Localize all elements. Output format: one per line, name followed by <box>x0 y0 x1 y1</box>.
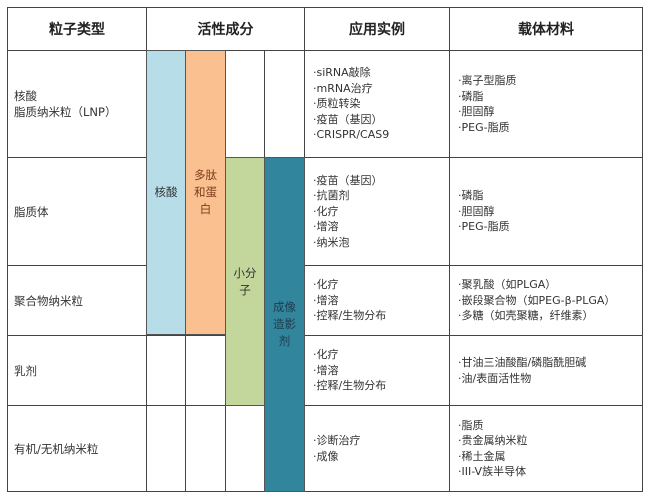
text-line: ·多糖（如壳聚糖，纤维素） <box>458 309 594 323</box>
application-cell: ·化疗 ·增溶 ·控释/生物分布 <box>304 265 450 336</box>
active-cell <box>225 50 265 158</box>
bar-small-molecule: 小分子 <box>225 157 265 406</box>
text-line: ·脂质 <box>458 418 484 432</box>
bar-label: 核酸 <box>154 185 178 199</box>
text-line: ·增溶 <box>313 220 339 234</box>
header-app: 应用实例 <box>304 7 450 51</box>
text-line: 脂质纳米粒（LNP） <box>14 105 117 119</box>
text-line: ·油/表面活性物 <box>458 371 532 385</box>
text-line: ·siRNA敲除 <box>313 66 371 80</box>
bar-label: 多肽和蛋白 <box>194 168 217 216</box>
carrier-cell: ·聚乳酸（如PLGA） ·嵌段聚合物（如PEG-β-PLGA） ·多糖（如壳聚糖，纤… <box>449 265 643 336</box>
text-line: ·抗菌剂 <box>313 189 350 203</box>
text-line: ·PEG-脂质 <box>458 220 510 234</box>
text-line: ·磷脂 <box>458 89 484 103</box>
text-line: ·磷脂 <box>458 189 484 203</box>
text-line: ·mRNA治疗 <box>313 81 373 95</box>
bar-label: 小分子 <box>233 265 257 297</box>
carrier-cell: ·脂质 ·贵金属纳米粒 ·稀土金属 ·III-V族半导体 <box>449 405 643 492</box>
active-cell <box>185 335 226 406</box>
text-line: ·增溶 <box>313 363 339 377</box>
text-line: ·纳米泡 <box>313 235 350 249</box>
text-line: 脂质体 <box>14 204 49 219</box>
application-cell: ·疫苗（基因） ·抗菌剂 ·化疗 ·增溶 ·纳米泡 <box>304 157 450 266</box>
bar-imaging-agent: 成像造影剂 <box>264 157 305 492</box>
text-line: ·贵金属纳米粒 <box>458 434 528 447</box>
text-line: ·稀土金属 <box>458 449 506 463</box>
bar-peptide-protein: 多肽和蛋白 <box>185 50 226 335</box>
active-cell <box>146 405 186 492</box>
active-cell <box>225 405 265 492</box>
header-type: 粒子类型 <box>7 7 147 51</box>
text-line: ·诊断治疗 <box>313 434 361 447</box>
text-line: ·控释/生物分布 <box>313 309 387 323</box>
text-line: ·PEG-脂质 <box>458 120 510 134</box>
text-line: ·胆固醇 <box>458 105 495 118</box>
active-cell <box>185 405 226 492</box>
text-line: ·质粒转染 <box>313 97 361 111</box>
particle-type-cell: 核酸脂质纳米粒（LNP） <box>7 50 147 158</box>
text-line: 有机/无机纳米粒 <box>14 441 99 456</box>
text-line: ·离子型脂质 <box>458 74 517 87</box>
carrier-cell: ·离子型脂质 ·磷脂 ·胆固醇 ·PEG-脂质 <box>449 50 643 158</box>
text-line: ·化疗 <box>313 348 339 362</box>
text-line: ·疫苗（基因） <box>313 173 383 187</box>
text-line: ·疫苗（基因） <box>313 112 383 126</box>
particle-type-cell: 乳剂 <box>7 335 147 406</box>
text-line: 核酸 <box>14 89 37 103</box>
text-line: ·控释/生物分布 <box>313 379 387 393</box>
header-carrier: 载体材料 <box>449 7 643 51</box>
header-active: 活性成分 <box>146 7 305 51</box>
text-line: ·化疗 <box>313 278 339 292</box>
text-line: ·CRISPR/CAS9 <box>313 128 390 142</box>
bar-nucleic-acid: 核酸 <box>146 50 186 335</box>
application-cell: ·化疗 ·增溶 ·控释/生物分布 <box>304 335 450 406</box>
active-cell <box>146 335 186 406</box>
application-cell: ·诊断治疗 ·成像 <box>304 405 450 492</box>
text-line: ·甘油三油酸酯/磷脂酰胆碱 <box>458 356 587 369</box>
carrier-cell: ·甘油三油酸酯/磷脂酰胆碱 ·油/表面活性物 <box>449 335 643 406</box>
bar-label: 成像造影剂 <box>273 300 296 348</box>
text-line: ·聚乳酸（如PLGA） <box>458 278 557 292</box>
text-line: ·嵌段聚合物（如PEG-β-PLGA） <box>458 293 616 307</box>
active-cell <box>264 50 305 158</box>
text-line: ·化疗 <box>313 204 339 218</box>
text-line: 乳剂 <box>14 363 37 378</box>
particle-type-cell: 脂质体 <box>7 157 147 266</box>
application-cell: ·siRNA敲除 ·mRNA治疗 ·质粒转染 ·疫苗（基因） ·CRISPR/CAS9 <box>304 50 450 158</box>
text-line: ·III-V族半导体 <box>458 465 527 478</box>
text-line: 聚合物纳米粒 <box>14 293 83 308</box>
text-line: ·胆固醇 <box>458 204 495 218</box>
text-line: ·增溶 <box>313 293 339 307</box>
particle-type-cell: 有机/无机纳米粒 <box>7 405 147 492</box>
text-line: ·成像 <box>313 449 339 463</box>
particle-type-cell: 聚合物纳米粒 <box>7 265 147 336</box>
carrier-cell: ·磷脂 ·胆固醇 ·PEG-脂质 <box>449 157 643 266</box>
